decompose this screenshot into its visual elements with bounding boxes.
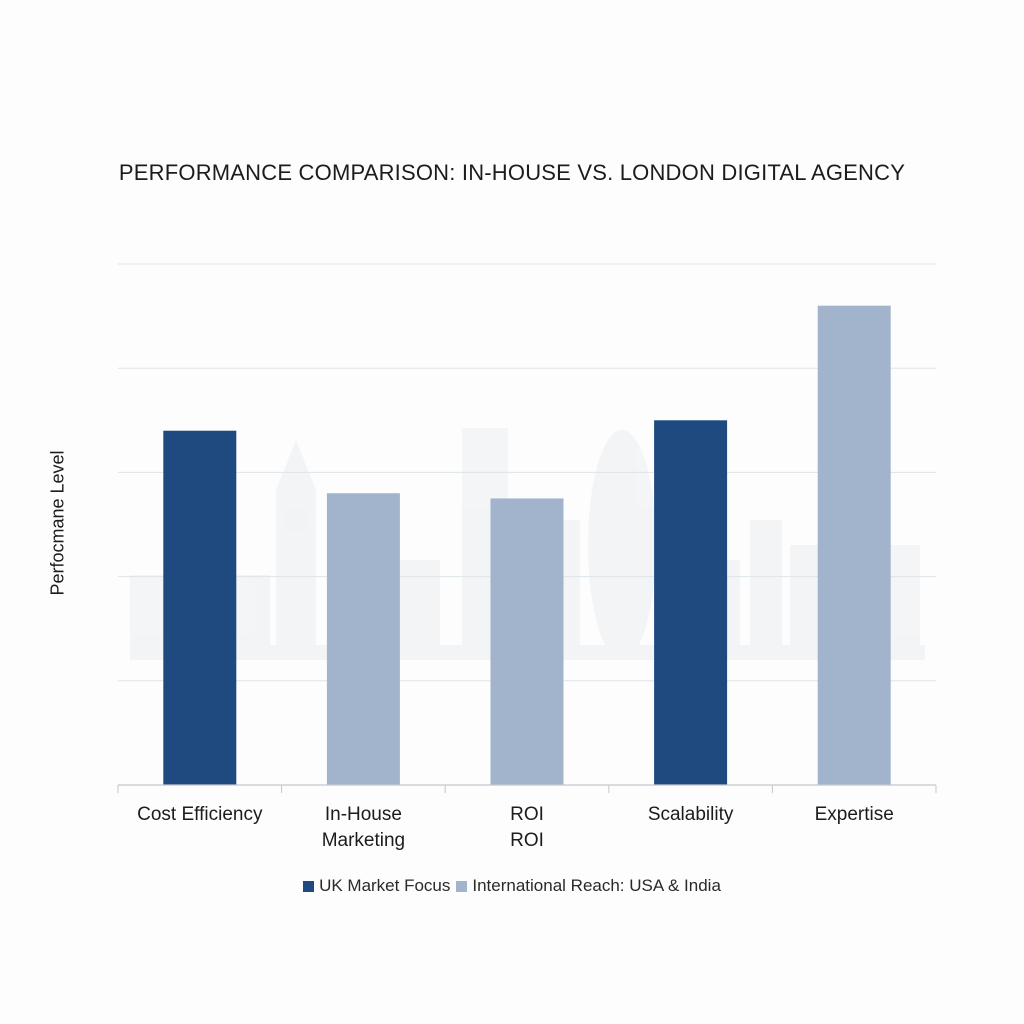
- x-tick-label: In-House: [325, 804, 402, 825]
- x-tick-label: Cost Efficiency: [137, 804, 263, 825]
- legend-swatch-international: [456, 880, 468, 892]
- legend-label-international: International Reach: USA & India: [472, 876, 721, 895]
- x-tick-label: ROI: [510, 830, 544, 851]
- bars-group: [163, 305, 891, 785]
- x-tick-label: Scalability: [648, 804, 734, 825]
- legend-swatch-uk: [303, 880, 315, 892]
- legend-label-uk: UK Market Focus: [319, 876, 451, 895]
- x-tick-label: Marketing: [322, 830, 405, 851]
- x-tick-labels: Cost Efficiency In-House Marketing ROI ROI Sc…: [137, 804, 894, 851]
- legend-item-uk: UK Market Focus: [303, 876, 450, 896]
- bar-2: [490, 498, 564, 785]
- x-tick-label: ROI: [510, 804, 544, 825]
- bar-3: [654, 420, 728, 785]
- legend-item-international: International Reach: USA & India: [456, 876, 721, 896]
- legend: UK Market Focus International Reach: USA…: [0, 876, 1024, 896]
- bar-0: [163, 430, 237, 785]
- x-axis: [117, 784, 937, 793]
- x-tick-label: Expertise: [815, 804, 894, 825]
- bar-4: [817, 305, 891, 785]
- bar-1: [326, 493, 400, 785]
- chart-title: PERFORMANCE COMPARISON: IN-HOUSE VS. LON…: [118, 160, 906, 185]
